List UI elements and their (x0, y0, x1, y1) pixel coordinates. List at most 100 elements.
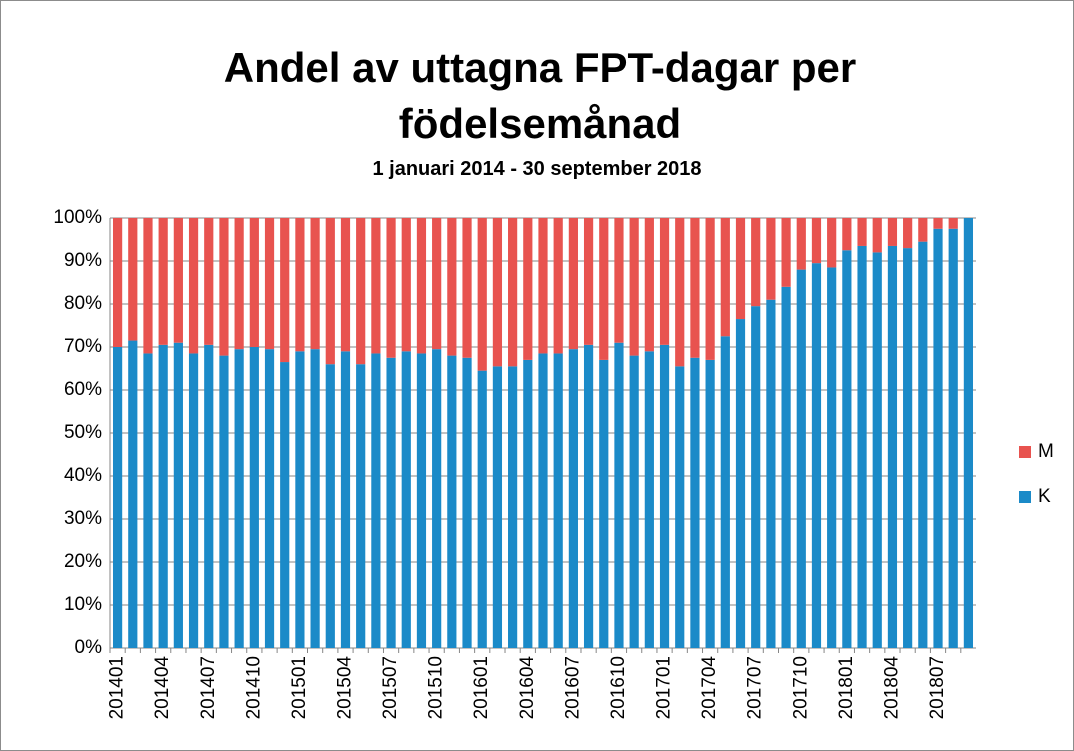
bar-segment (735, 218, 746, 320)
x-tick-label: 201601 (471, 656, 492, 719)
bar-segment (432, 218, 442, 350)
bar-segment (751, 306, 761, 648)
x-tick-label: 201404 (152, 656, 173, 720)
x-tick-label: 201710 (790, 656, 811, 719)
chart-title: Andel av uttagna FPT-dagar per födelsemå… (223, 44, 857, 147)
x-tick-label: 201504 (335, 656, 356, 720)
x-tick-label: 201604 (517, 656, 538, 720)
bar-segment (280, 362, 290, 648)
bar-segment (158, 344, 168, 648)
bar-segment (143, 218, 153, 354)
bar-segment (295, 218, 305, 352)
bar-segment (325, 364, 335, 648)
bar-segment (234, 218, 244, 350)
bar-segment (310, 349, 320, 648)
bar-segment (857, 245, 867, 648)
bar-segment (508, 366, 518, 648)
bar-segment (264, 218, 275, 350)
bar-segment (128, 218, 138, 341)
bar-segment (842, 250, 852, 648)
bar-segment (644, 218, 654, 352)
bar-segment (538, 218, 548, 354)
bar-segment (675, 218, 685, 367)
x-tick-label: 201807 (927, 656, 948, 719)
bar-segment (872, 252, 882, 648)
bar-segment (523, 359, 533, 648)
bar-segment (143, 353, 153, 648)
bar-segment (629, 218, 639, 356)
bar-segment (492, 218, 503, 367)
bar-segment (811, 263, 822, 648)
bar-segment (872, 218, 882, 253)
bar-segment (918, 241, 928, 648)
bar-segment (249, 218, 259, 347)
bar-segment (933, 218, 943, 229)
bar-segment (249, 347, 259, 648)
bar-segment (340, 218, 351, 352)
y-tick-label: 90% (64, 250, 102, 271)
bar-segment (583, 218, 594, 345)
x-tick-label: 201607 (562, 656, 583, 719)
x-tick-label: 201610 (608, 656, 629, 719)
legend-swatch (1019, 491, 1031, 503)
bar-segment (948, 228, 958, 648)
bar-segment (158, 218, 168, 345)
bar-segment (553, 353, 563, 648)
y-tick-label: 60% (64, 379, 102, 400)
bar-segment (356, 218, 366, 365)
y-tick-label: 100% (53, 207, 102, 228)
bar-segment (401, 218, 411, 352)
bar-segment (416, 218, 427, 354)
y-tick-label: 80% (64, 293, 102, 314)
bar-segment (325, 218, 335, 365)
bar-segment (781, 218, 791, 287)
bar-segment (705, 218, 715, 360)
bar-segment (371, 218, 381, 354)
y-tick-label: 50% (64, 422, 102, 443)
bar-segment (827, 267, 837, 648)
y-tick-label: 40% (64, 465, 102, 486)
bar-segment (781, 286, 791, 648)
bar-segment (234, 349, 244, 648)
bar-segment (477, 218, 487, 371)
bar-segment (492, 366, 503, 648)
bar-segment (188, 353, 199, 648)
bar-segment (796, 218, 806, 270)
bar-segment (614, 218, 624, 343)
bar-segment (219, 355, 229, 648)
x-tick-label: 201801 (836, 656, 857, 719)
bar-segment (568, 218, 578, 350)
legend-swatch (1019, 446, 1031, 458)
y-tick-label: 70% (64, 336, 102, 357)
bar-segment (644, 351, 654, 648)
bar-segment (112, 347, 123, 648)
bar-segment (264, 349, 275, 648)
bar-segment (416, 353, 427, 648)
y-tick-label: 20% (64, 551, 102, 572)
bar-segment (629, 355, 639, 648)
bar-segment (401, 351, 411, 648)
x-tick-label: 201701 (654, 656, 675, 719)
x-tick-label: 201501 (289, 656, 310, 719)
bar-segment (796, 269, 806, 648)
bar-segment (310, 218, 320, 350)
x-tick-label: 201704 (699, 656, 720, 720)
x-tick-label: 201507 (380, 656, 401, 719)
bar-segment (948, 218, 958, 229)
bar-segment (735, 319, 746, 648)
bar-segment (112, 218, 123, 347)
bar-segment (568, 349, 578, 648)
bar-segment (204, 344, 214, 648)
bar-segment (386, 218, 396, 358)
y-tick-label: 30% (64, 508, 102, 529)
bar-segment (827, 218, 837, 268)
bar-segment (659, 218, 670, 345)
bar-segment (219, 218, 229, 356)
x-tick-label: 201707 (745, 656, 766, 719)
bar-segment (751, 218, 761, 307)
bar-segment (432, 349, 442, 648)
bar-segment (356, 364, 366, 648)
bar-segment (842, 218, 852, 251)
